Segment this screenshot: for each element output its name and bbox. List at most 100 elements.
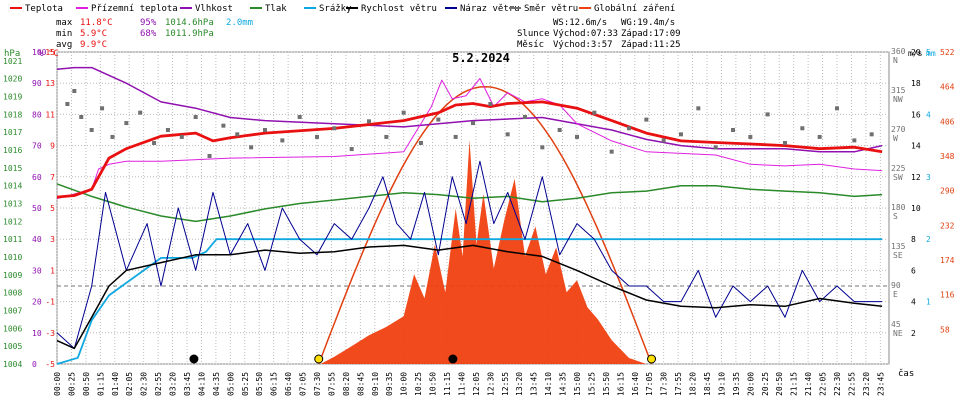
humidity-tick: 0 [32,360,37,369]
humidity-tick: 40 [32,235,42,244]
wind-direction-point [523,115,527,119]
x-tick-label: 08:45 [356,372,365,396]
info-text: Východ:07:33 [553,29,618,39]
info-text: Měsíc [517,40,544,50]
wind-tick: 10 [911,204,921,213]
radiation-tick: 348 [940,152,955,161]
x-tick-label: 09:10 [371,372,380,396]
wind-direction-point [592,110,597,115]
humidity-tick: 80 [32,110,42,119]
wind-direction-point [713,145,718,150]
x-tick-label: 13:45 [530,372,539,396]
direction-name: SE [893,251,903,260]
legend-label: Vlhkost [195,4,233,14]
x-tick-label: 02:05 [125,372,134,396]
rain-tick: 4 [926,110,931,119]
info-text: Slunce [517,29,550,39]
pressure-tick: 1021 [3,57,22,66]
radiation-tick: 58 [940,325,950,334]
radiation-max-curve [318,85,653,365]
x-tick-label: 06:15 [270,372,279,396]
temperature-line [56,100,883,199]
x-tick-label: 17:05 [645,372,654,396]
x-tick-label: 03:45 [183,372,192,396]
direction-tick: 315 [891,86,906,95]
wind-direction-point [367,119,371,124]
sunset-marker [647,354,657,364]
temperature-axis-unit: °C [48,49,59,59]
x-tick-label: 20:25 [761,372,770,396]
pressure-tick: 1015 [3,164,22,173]
x-tick-label: 14:10 [544,372,553,396]
x-tick-label: 22:30 [833,372,842,396]
x-tick-label: 08:20 [342,372,351,396]
wind-direction-point [557,128,562,132]
stat-value: 2.0mm [226,18,253,28]
x-tick-label: 05:50 [255,372,264,396]
wind-direction-point [609,149,614,154]
x-tick-label: 16:15 [616,372,625,396]
wind-direction-point [165,128,170,132]
wind-direction-point [349,147,354,152]
direction-tick: 270 [891,125,906,134]
x-tick-label: 13:20 [515,372,524,396]
x-tick-label: 23:20 [862,372,871,396]
wind-gust-line [56,160,883,349]
x-tick-label: 10:00 [400,372,409,396]
x-tick-label: 21:15 [790,372,799,396]
direction-tick: 360 [891,47,906,56]
temperature-tick: 15 [45,48,55,57]
temperature-tick: 9 [50,142,55,151]
temperature-tick: 7 [50,173,55,182]
pressure-tick: 1017 [3,128,22,137]
wind-direction-point [72,89,77,93]
radiation-area [320,139,647,364]
rain-axis-unit: mm [926,49,936,58]
moonrise-marker [189,354,199,364]
wind-tick: 16 [911,110,921,119]
legend-label: Globální záření [594,4,675,14]
x-tick-label: 10:25 [414,372,423,396]
wind-direction-point [783,141,787,145]
direction-name: NE [893,329,903,338]
temperature-tick: 5 [50,204,55,213]
rain-tick: 2 [926,235,931,244]
x-tick-label: 02:55 [154,372,163,396]
wind-tick: 2 [911,329,916,338]
stat-value: 95% [140,18,157,28]
wind-direction-point [661,138,666,143]
wind-direction-point [540,145,545,150]
temperature-tick: -1 [45,298,55,307]
x-tick-label: 15:50 [602,372,611,396]
wind-direction-point [100,106,105,111]
wind-axis-unit: m/s [908,49,923,58]
wind-direction-point [138,110,143,115]
wind-direction-point [852,138,857,143]
temperature-tick: -5 [45,360,55,369]
wind-direction-point [79,115,84,119]
pressure-tick: 1016 [3,146,22,155]
x-tick-label: 17:55 [674,372,683,396]
wind-direction-point [748,134,753,139]
x-tick-label: 20:00 [746,372,755,396]
humidity-tick: 50 [32,204,42,213]
wind-direction-point [315,134,319,139]
x-tick-label: 12:05 [472,372,481,396]
x-tick-label: 00:25 [67,372,76,396]
pressure-tick: 1009 [3,271,22,280]
wind-direction-point [731,128,735,132]
legend-label: Srážky [319,4,352,14]
x-tick-label: 05:25 [241,372,250,396]
x-tick-label: 15:00 [573,372,582,396]
info-text: WG:19.4m/s [621,18,675,28]
legend-label: Rychlost větru [361,4,437,14]
wind-direction-point [193,115,198,119]
wind-direction-point [263,128,267,132]
wind-direction-point [65,102,70,106]
wind-tick: 14 [911,142,921,151]
x-tick-label: 11:15 [443,372,452,396]
temperature-tick: 11 [45,110,55,119]
moonset-marker [448,354,458,364]
sunrise-marker [314,354,324,364]
